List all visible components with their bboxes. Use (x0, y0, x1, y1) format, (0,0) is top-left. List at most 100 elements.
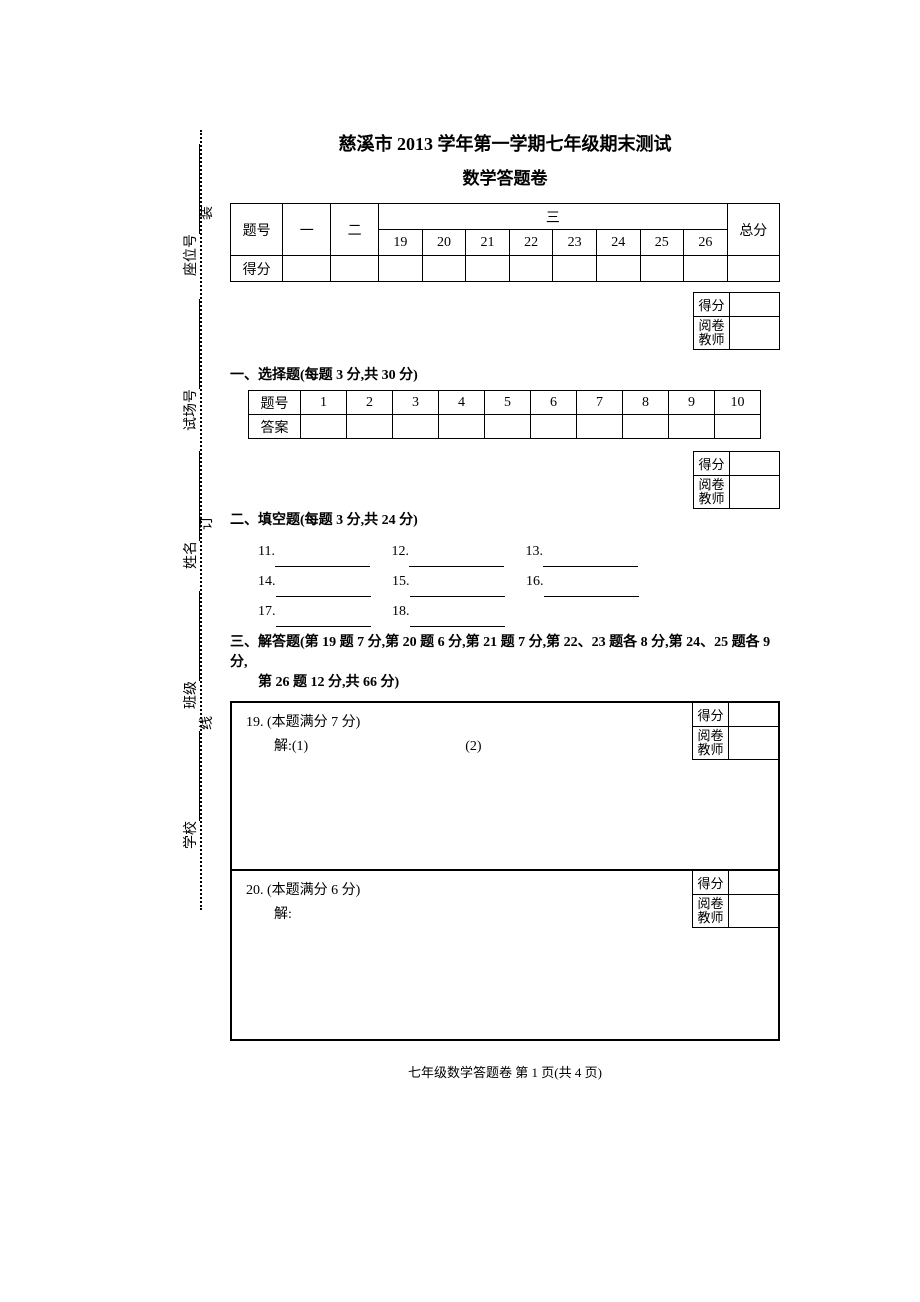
grader-reviewer-label: 阅卷教师 (693, 726, 729, 759)
field-label: 姓名 (180, 541, 200, 569)
field-underline[interactable] (186, 451, 200, 541)
mc-answer-cell[interactable] (301, 415, 347, 439)
summary-cell[interactable] (331, 256, 379, 282)
section3-heading-a: 三、解答题(第 19 题 7 分,第 20 题 6 分,第 21 题 7 分,第… (230, 631, 780, 671)
grader-score-cell[interactable] (729, 870, 779, 894)
grader-score-cell[interactable] (729, 702, 779, 726)
grader-box-section1: 得分 阅卷教师 (693, 292, 780, 350)
grader-score-label: 得分 (694, 293, 730, 317)
summary-cell[interactable] (422, 256, 466, 282)
mc-answer-cell[interactable] (485, 415, 531, 439)
fill-blank[interactable] (410, 611, 505, 627)
field-label: 座位号 (180, 234, 200, 276)
grader-score-cell[interactable] (730, 293, 780, 317)
mc-qnum: 1 (301, 391, 347, 415)
q19-head: 19. (本题满分 7 分) (246, 711, 768, 731)
field-underline[interactable] (186, 299, 200, 389)
grader-reviewer-cell[interactable] (730, 317, 780, 350)
grader-score-label: 得分 (694, 452, 730, 476)
summary-q: 23 (553, 230, 597, 256)
mc-answer-cell[interactable] (577, 415, 623, 439)
mc-qnum: 7 (577, 391, 623, 415)
field-class[interactable]: 班级 (180, 580, 200, 720)
summary-q: 22 (509, 230, 553, 256)
summary-cell[interactable] (509, 256, 553, 282)
fill-blank[interactable] (410, 581, 505, 597)
field-label: 班级 (180, 681, 200, 709)
mc-qnum: 6 (531, 391, 577, 415)
mc-qnum: 9 (669, 391, 715, 415)
grader-box-section2: 得分 阅卷教师 (693, 451, 780, 509)
summary-cell[interactable] (379, 256, 423, 282)
mc-qnum: 3 (393, 391, 439, 415)
exam-title: 慈溪市 2013 学年第一学期七年级期末测试 (230, 130, 780, 156)
summary-cell[interactable] (727, 256, 779, 282)
fill-blank[interactable] (276, 611, 371, 627)
section1-heading: 一、选择题(每题 3 分,共 30 分) (230, 364, 780, 384)
summary-cell[interactable] (640, 256, 684, 282)
grader-reviewer-label: 阅卷教师 (694, 476, 730, 509)
summary-cell[interactable] (466, 256, 510, 282)
mc-answer-cell[interactable] (531, 415, 577, 439)
fill-blank[interactable] (276, 581, 371, 597)
summary-q: 26 (684, 230, 728, 256)
summary-section-two: 二 (331, 204, 379, 256)
content-area: 慈溪市 2013 学年第一学期七年级期末测试 数学答题卷 题号 一 二 三 总分… (230, 130, 780, 1041)
mc-answer-cell[interactable] (623, 415, 669, 439)
fill-blanks: 11. 12. 13. 14. 15. 16. 17. 18. (258, 537, 780, 627)
exam-answer-sheet: 装 订 线 座位号 试场号 姓名 班级 学校 慈溪市 2013 学年第一学期七年… (0, 0, 920, 1302)
mc-answer-cell[interactable] (715, 415, 761, 439)
grader-reviewer-cell[interactable] (729, 726, 779, 759)
field-underline[interactable] (186, 144, 200, 234)
field-underline[interactable] (186, 731, 200, 821)
mc-rowlabel-q: 题号 (249, 391, 301, 415)
exam-subtitle: 数学答题卷 (230, 164, 780, 189)
mc-qnum: 2 (347, 391, 393, 415)
answer-box-q20[interactable]: 得分 阅卷教师 20. (本题满分 6 分) 解: (230, 871, 780, 1041)
fill-blank[interactable] (275, 551, 370, 567)
field-label: 学校 (180, 821, 200, 849)
mc-answer-cell[interactable] (347, 415, 393, 439)
field-school[interactable]: 学校 (180, 720, 200, 860)
field-exam-room[interactable]: 试场号 (180, 295, 200, 435)
q19-sub2: (2) (465, 739, 481, 754)
page-footer: 七年级数学答题卷 第 1 页(共 4 页) (230, 1062, 780, 1081)
summary-section-three: 三 (379, 204, 728, 230)
summary-q: 25 (640, 230, 684, 256)
summary-cell[interactable] (283, 256, 331, 282)
section2-heading: 二、填空题(每题 3 分,共 24 分) (230, 509, 780, 529)
mc-answer-cell[interactable] (393, 415, 439, 439)
blank-label: 14. (258, 574, 276, 589)
summary-cell[interactable] (596, 256, 640, 282)
field-underline[interactable] (186, 591, 200, 681)
fill-blank[interactable] (543, 551, 638, 567)
mc-answer-cell[interactable] (439, 415, 485, 439)
summary-score-label: 得分 (231, 256, 283, 282)
fill-blank[interactable] (544, 581, 639, 597)
q19-sub1: 解:(1) (274, 739, 308, 754)
summary-q: 20 (422, 230, 466, 256)
field-seat-number[interactable]: 座位号 (180, 140, 200, 280)
summary-total: 总分 (727, 204, 779, 256)
grader-reviewer-cell[interactable] (730, 476, 780, 509)
summary-cell[interactable] (684, 256, 728, 282)
summary-cell[interactable] (553, 256, 597, 282)
fill-blank[interactable] (409, 551, 504, 567)
blank-label: 15. (392, 574, 410, 589)
field-name[interactable]: 姓名 (180, 440, 200, 580)
grader-reviewer-cell[interactable] (729, 894, 779, 927)
grader-reviewer-label: 阅卷教师 (694, 317, 730, 350)
grader-score-cell[interactable] (730, 452, 780, 476)
summary-section-one: 一 (283, 204, 331, 256)
mc-answer-table: 题号 1 2 3 4 5 6 7 8 9 10 答案 (248, 390, 761, 439)
blank-label: 17. (258, 604, 276, 619)
mc-answer-cell[interactable] (669, 415, 715, 439)
grader-score-label: 得分 (693, 870, 729, 894)
answer-box-q19[interactable]: 得分 阅卷教师 19. (本题满分 7 分) 解:(1) (2) (230, 701, 780, 871)
blank-label: 18. (392, 604, 410, 619)
summary-q: 19 (379, 230, 423, 256)
mc-qnum: 5 (485, 391, 531, 415)
binding-fold-line: 装 订 线 (200, 130, 220, 910)
summary-rowheader: 题号 (231, 204, 283, 256)
grader-reviewer-label: 阅卷教师 (693, 894, 729, 927)
